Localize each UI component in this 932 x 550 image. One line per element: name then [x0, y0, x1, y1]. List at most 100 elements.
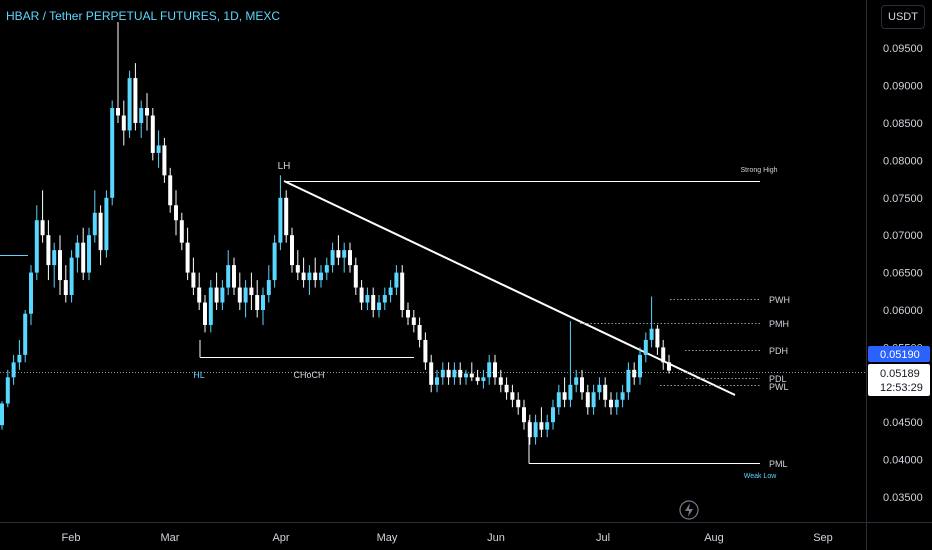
candle-body	[475, 377, 480, 382]
pmh-label: PMH	[769, 319, 789, 329]
candle-body	[34, 220, 39, 273]
x-tick-label: Apr	[272, 532, 289, 544]
candle-body	[226, 265, 231, 288]
pml-label: PML	[769, 459, 788, 469]
cursor-price-value: 0.05189	[880, 368, 920, 380]
candle-body	[29, 272, 33, 314]
candle-body	[400, 272, 405, 310]
cursor-price-badge	[868, 364, 930, 396]
candle-body	[365, 295, 370, 303]
candle-body	[458, 369, 463, 378]
candle-body	[58, 250, 62, 281]
candle-body	[255, 295, 260, 310]
candle-body	[469, 373, 474, 378]
candle-body	[551, 407, 555, 423]
candle-body	[290, 235, 294, 266]
candle-body	[504, 384, 509, 393]
y-tick-label: 0.03500	[883, 492, 923, 504]
candle-body	[5, 377, 10, 404]
y-tick-label: 0.09000	[883, 81, 923, 93]
countdown-value: 12:53:29	[880, 382, 923, 394]
candle-body	[179, 220, 184, 243]
candle-body	[632, 369, 637, 378]
candle-body	[487, 362, 492, 378]
candle-body	[342, 250, 347, 258]
currency-button[interactable]: USDT	[881, 5, 925, 29]
candle-body	[527, 422, 532, 438]
candle-body	[562, 392, 567, 400]
candle-body	[203, 302, 207, 325]
candle-body	[174, 205, 178, 221]
candle-body	[661, 347, 666, 363]
candle-body	[313, 272, 318, 281]
candle-body	[336, 250, 341, 258]
lightning-bolt-icon	[685, 503, 693, 517]
y-tick-label: 0.06000	[883, 305, 923, 317]
candle-body	[510, 392, 515, 400]
candle-body	[614, 399, 619, 408]
x-tick-label: Feb	[62, 532, 81, 544]
trend-line	[283, 180, 736, 396]
candle-body	[643, 339, 648, 355]
candle-body	[284, 197, 289, 236]
candle-body	[11, 362, 16, 378]
candle-body	[92, 212, 97, 236]
candle-body	[133, 78, 138, 123]
candle-body	[411, 317, 416, 325]
candle-body	[417, 324, 422, 340]
candle-body	[46, 235, 51, 266]
candle-body	[568, 384, 573, 400]
candle-body	[237, 287, 242, 303]
y-tick-label: 0.07500	[883, 193, 923, 205]
last-price-badge	[868, 346, 930, 362]
candle-body	[162, 145, 167, 176]
pdl-label: PDL	[769, 374, 787, 384]
y-tick-label: 0.04000	[883, 455, 923, 467]
candle-body	[394, 272, 399, 288]
candle-body	[406, 309, 410, 318]
candle-body	[307, 272, 312, 281]
candle-body	[440, 369, 445, 378]
candle-body	[620, 392, 625, 400]
y-tick-label: 0.08500	[883, 118, 923, 130]
candle-body	[429, 362, 434, 385]
x-tick-label: May	[377, 532, 398, 544]
candle-body	[168, 175, 173, 206]
candle-body	[185, 242, 190, 273]
candle-body	[388, 287, 393, 296]
x-tick-label: Aug	[704, 532, 724, 544]
candle-body	[214, 287, 219, 303]
lightning-icon[interactable]	[679, 500, 699, 520]
candle-body	[295, 265, 300, 273]
candle-body	[63, 280, 68, 296]
hl-label: HL	[193, 370, 205, 380]
choch-label: CHoCH	[293, 370, 324, 380]
candle-body	[516, 399, 521, 408]
candle-body	[591, 392, 596, 408]
candle-body	[75, 242, 80, 258]
candle-body	[371, 295, 376, 310]
candle-body	[452, 369, 457, 378]
candle-body	[585, 392, 590, 408]
y-tick-label: 0.07000	[883, 230, 923, 242]
last-price-value: 0.05190	[880, 349, 920, 361]
strong-high-label: Strong High	[741, 167, 778, 174]
candle-body	[435, 377, 439, 385]
candle-body	[324, 265, 329, 273]
candle-body	[81, 242, 86, 273]
candle-body	[156, 145, 161, 153]
candle-body	[498, 377, 503, 385]
candle-body	[556, 392, 561, 408]
candle-body	[603, 384, 608, 400]
candle-body	[116, 108, 120, 116]
candle-body	[609, 399, 613, 408]
candle-body	[243, 287, 248, 303]
candle-body	[127, 78, 132, 131]
candle-body	[232, 265, 236, 288]
candle-body	[17, 354, 22, 363]
y-tick-label: 0.09500	[883, 43, 923, 55]
candle-body	[69, 257, 74, 296]
candle-body	[261, 295, 265, 310]
candle-body	[197, 287, 202, 303]
